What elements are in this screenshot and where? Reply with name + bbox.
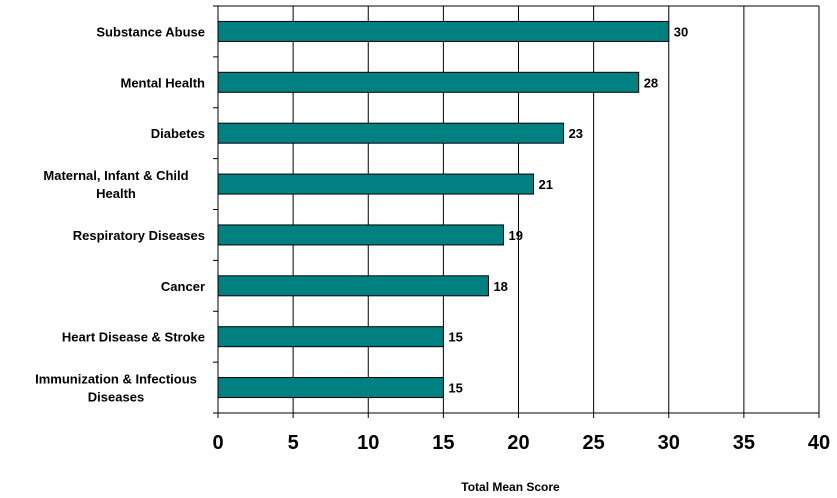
- axes: [213, 5, 820, 418]
- gridlines: [218, 5, 820, 413]
- category-label: Respiratory Diseases: [73, 228, 205, 243]
- bar: [217, 122, 565, 144]
- data-label: 21: [539, 177, 553, 192]
- x-tick-label: 0: [212, 432, 223, 454]
- x-tick-label: 5: [288, 432, 299, 454]
- bar: [217, 20, 670, 42]
- category-labels: Substance Abuse Mental Health Diabetes Mate…: [35, 24, 205, 404]
- data-label: 30: [674, 24, 688, 39]
- data-label: 18: [493, 279, 507, 294]
- bar: [217, 71, 640, 93]
- data-labels: 30 28 23 21 19 18 15 15: [448, 24, 688, 395]
- category-label: Heart Disease & Stroke: [62, 330, 205, 345]
- category-label: Immunization & Infectious Diseases: [35, 372, 197, 405]
- data-label: 19: [508, 228, 522, 243]
- x-tick-label: 25: [583, 432, 605, 454]
- x-tick-label: 40: [808, 432, 830, 454]
- x-tick-labels: 0 5 10 15 20 25 30 35 40: [212, 432, 830, 454]
- x-tick-label: 30: [658, 432, 680, 454]
- category-label: Cancer: [161, 279, 205, 294]
- x-tick-label: 35: [733, 432, 755, 454]
- category-label: Mental Health: [120, 75, 205, 90]
- category-label: Substance Abuse: [96, 24, 205, 39]
- bar: [217, 326, 444, 348]
- category-label: Diabetes: [151, 126, 205, 141]
- bar: [217, 173, 535, 195]
- x-tick-label: 10: [357, 432, 379, 454]
- data-label: 23: [569, 126, 583, 141]
- category-label: Maternal, Infant & Child Health: [43, 168, 188, 201]
- data-label: 28: [644, 75, 658, 90]
- bar: [217, 275, 489, 297]
- data-label: 15: [448, 330, 462, 345]
- bar: [217, 377, 444, 399]
- x-tick-label: 20: [507, 432, 529, 454]
- bar: [217, 224, 504, 246]
- x-tick-label: 15: [432, 432, 454, 454]
- x-axis-title: Total Mean Score: [461, 480, 560, 494]
- data-label: 15: [448, 381, 462, 396]
